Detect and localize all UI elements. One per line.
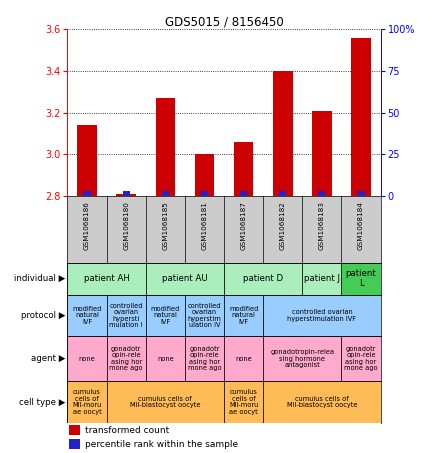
Text: GSM1068180: GSM1068180 [123, 201, 129, 250]
Bar [106, 381, 224, 423]
Bar [67, 336, 106, 381]
Text: controlled
ovarian
hypersti
mulation I: controlled ovarian hypersti mulation I [109, 303, 143, 328]
Text: GSM1068183: GSM1068183 [318, 201, 324, 250]
Text: patient J: patient J [303, 274, 339, 283]
Text: none: none [235, 356, 251, 362]
Bar [224, 336, 263, 381]
Text: gonadotr
opin-rele
asing hor
mone ago: gonadotr opin-rele asing hor mone ago [109, 346, 143, 371]
Text: GSM1068184: GSM1068184 [357, 201, 363, 250]
Text: patient
L: patient L [345, 270, 375, 288]
Text: cumulus
cells of
MII-moru
ae oocyt: cumulus cells of MII-moru ae oocyt [72, 389, 102, 415]
Bar [302, 263, 341, 295]
Text: cumulus cells of
MII-blastocyst oocyte: cumulus cells of MII-blastocyst oocyte [130, 396, 200, 408]
Text: modified
natural
IVF: modified natural IVF [150, 306, 180, 325]
Bar [161, 192, 168, 196]
Bar [122, 192, 129, 196]
Bar [116, 194, 136, 196]
Text: GSM1068187: GSM1068187 [240, 201, 246, 250]
Bar [69, 425, 80, 435]
Bar [312, 111, 331, 196]
Bar [201, 192, 207, 196]
Text: modified
natural
IVF: modified natural IVF [72, 306, 102, 325]
Text: controlled
ovarian
hyperstim
ulation IV: controlled ovarian hyperstim ulation IV [187, 303, 221, 328]
Bar [263, 336, 341, 381]
Bar [106, 336, 145, 381]
Bar [145, 336, 184, 381]
Bar [145, 295, 184, 336]
Title: GDS5015 / 8156450: GDS5015 / 8156450 [164, 15, 283, 28]
Bar [67, 295, 106, 336]
Bar [224, 381, 263, 423]
Bar [279, 192, 286, 196]
Text: modified
natural
IVF: modified natural IVF [228, 306, 258, 325]
Bar [194, 154, 214, 196]
Bar [77, 125, 97, 196]
Bar [273, 71, 292, 196]
Bar [233, 142, 253, 196]
Text: GSM1068181: GSM1068181 [201, 201, 207, 250]
Text: patient AH: patient AH [83, 274, 129, 283]
Text: gonadotropin-relea
sing hormone
antagonist: gonadotropin-relea sing hormone antagoni… [270, 349, 334, 368]
Text: cell type ▶: cell type ▶ [19, 398, 65, 407]
Bar [67, 263, 145, 295]
Bar [145, 263, 224, 295]
Bar [155, 98, 174, 196]
Bar [69, 439, 80, 449]
Text: patient AU: patient AU [161, 274, 207, 283]
Text: none: none [157, 356, 173, 362]
Bar [106, 295, 145, 336]
Bar [240, 192, 247, 196]
Bar [224, 263, 302, 295]
Bar [184, 336, 224, 381]
Bar [184, 295, 224, 336]
Text: percentile rank within the sample: percentile rank within the sample [85, 439, 237, 448]
Text: controlled ovarian
hyperstimulation IVF: controlled ovarian hyperstimulation IVF [287, 309, 355, 322]
Text: cumulus cells of
MII-blastocyst oocyte: cumulus cells of MII-blastocyst oocyte [286, 396, 356, 408]
Text: transformed count: transformed count [85, 425, 168, 434]
Bar [67, 381, 106, 423]
Bar [263, 381, 380, 423]
Text: GSM1068182: GSM1068182 [279, 201, 285, 250]
Text: GSM1068185: GSM1068185 [162, 201, 168, 250]
Bar [83, 192, 90, 196]
Bar [351, 38, 370, 196]
Bar [224, 295, 263, 336]
Text: none: none [79, 356, 95, 362]
Text: gonadotr
opin-rele
asing hor
mone ago: gonadotr opin-rele asing hor mone ago [187, 346, 221, 371]
Text: GSM1068186: GSM1068186 [84, 201, 90, 250]
Text: cumulus
cells of
MII-moru
ae oocyt: cumulus cells of MII-moru ae oocyt [228, 389, 258, 415]
Bar [318, 192, 325, 196]
Bar [357, 192, 364, 196]
Text: agent ▶: agent ▶ [31, 354, 65, 363]
Text: gonadotr
opin-rele
asing hor
mone ago: gonadotr opin-rele asing hor mone ago [343, 346, 377, 371]
Text: patient D: patient D [243, 274, 283, 283]
Bar [341, 263, 380, 295]
Text: protocol ▶: protocol ▶ [21, 311, 65, 320]
Bar [341, 336, 380, 381]
Bar [263, 295, 380, 336]
Text: individual ▶: individual ▶ [14, 274, 65, 283]
